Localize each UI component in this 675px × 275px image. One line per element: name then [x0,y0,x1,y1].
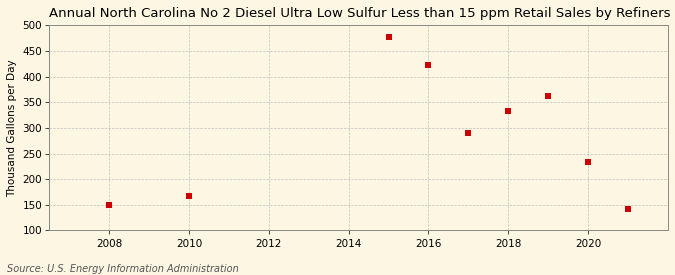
Point [623,207,634,211]
Point [383,35,394,39]
Text: Annual North Carolina No 2 Diesel Ultra Low Sulfur Less than 15 ppm Retail Sales: Annual North Carolina No 2 Diesel Ultra … [49,7,671,20]
Text: Source: U.S. Energy Information Administration: Source: U.S. Energy Information Administ… [7,264,238,274]
Point [423,63,434,67]
Point [184,193,194,198]
Point [104,203,115,207]
Point [503,109,514,113]
Y-axis label: Thousand Gallons per Day: Thousand Gallons per Day [7,59,17,197]
Point [463,131,474,135]
Point [543,93,554,98]
Point [583,160,593,164]
